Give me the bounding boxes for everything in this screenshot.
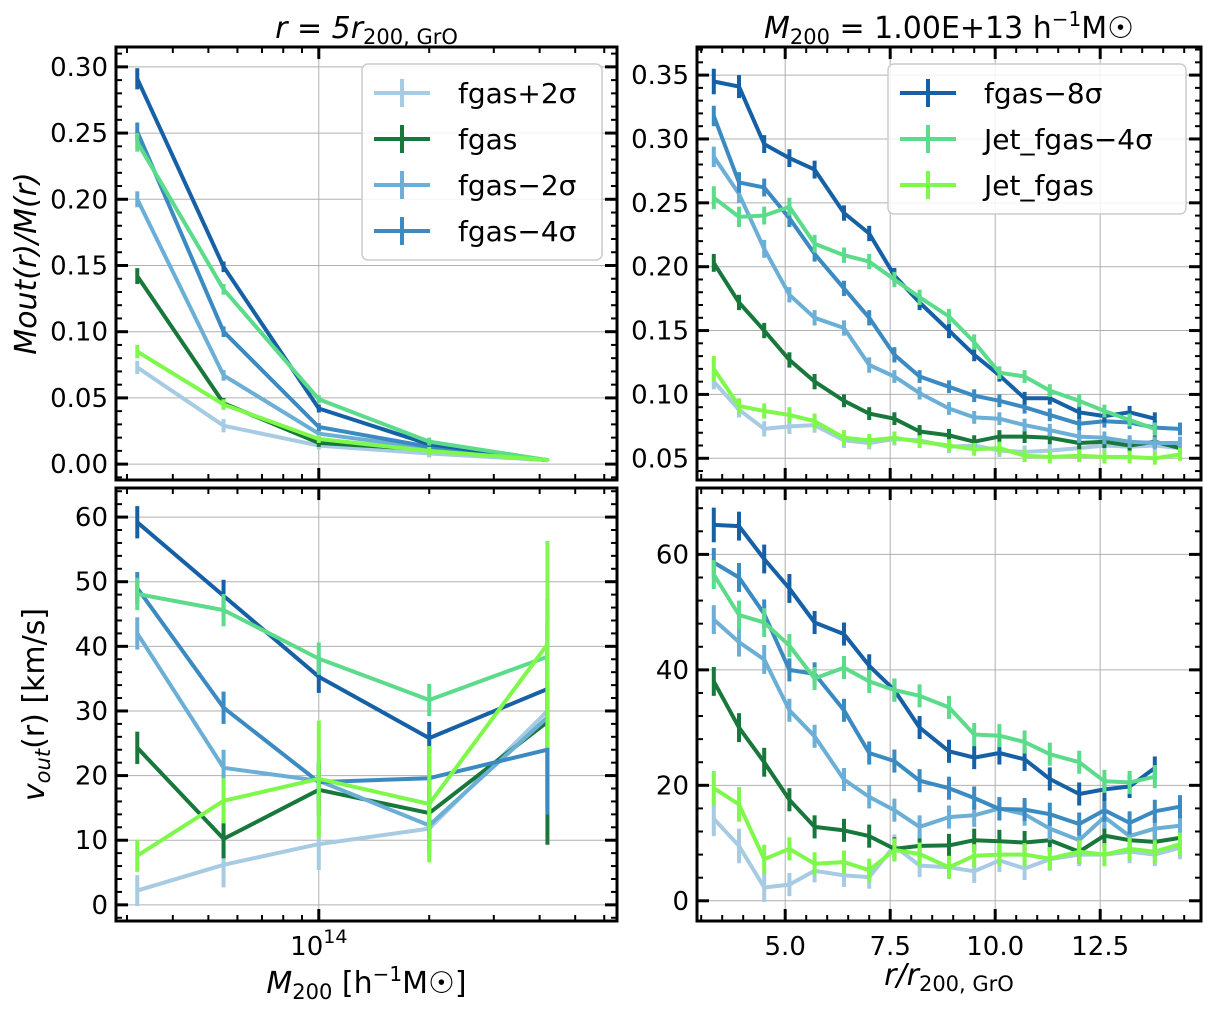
x-axis-label: r/r200, GrO bbox=[884, 958, 1014, 996]
y-tick-label: 30 bbox=[75, 697, 108, 727]
panel-title: r = 5r200, GrO bbox=[275, 11, 458, 49]
y-tick-label: 0 bbox=[91, 891, 108, 921]
series-line-fgas−8σ bbox=[713, 79, 1156, 421]
y-tick-label: 0.30 bbox=[50, 53, 108, 83]
legend-label: Jet_fgas bbox=[982, 169, 1094, 202]
series-line-Jet_fgas bbox=[712, 786, 1181, 873]
y-tick-label: 50 bbox=[75, 568, 108, 598]
y-axis-label: vout(r) [km/s] bbox=[17, 608, 55, 801]
x-tick-label: 1014 bbox=[290, 926, 347, 962]
y-tick-label: 0.20 bbox=[50, 185, 108, 215]
x-tick-label: 7.5 bbox=[870, 932, 911, 962]
series-line-fgas−4σ bbox=[712, 560, 1181, 826]
legend: fgas−8σ Jet_fgas−4σ Jet_fgas bbox=[887, 63, 1187, 215]
y-tick-label: 0 bbox=[672, 887, 689, 917]
x-axis-label: M200 [h−1M☉] bbox=[266, 962, 466, 1004]
y-tick-label: 0.00 bbox=[50, 450, 108, 480]
legend-label: fgas+2σ bbox=[458, 77, 576, 110]
x-tick-label: 5.0 bbox=[765, 932, 806, 962]
y-tick-label: 20 bbox=[656, 771, 689, 801]
y-tick-label: 0.05 bbox=[631, 444, 689, 474]
series-line-fgas+2σ bbox=[136, 709, 549, 893]
y-tick-label: 40 bbox=[75, 632, 108, 662]
y-tick-label: 0.30 bbox=[631, 125, 689, 155]
y-tick-label: 0.15 bbox=[50, 251, 108, 281]
y-tick-label: 40 bbox=[656, 656, 689, 686]
y-tick-label: 10 bbox=[75, 826, 108, 856]
legend-box bbox=[887, 63, 1187, 215]
legend-label: fgas−4σ bbox=[458, 215, 576, 248]
legend-label: fgas bbox=[458, 123, 517, 156]
panel-bottom-right: 0 20 40 60 5.0 7.5 10.0 12.5 r/r200, GrO bbox=[656, 486, 1203, 996]
y-tick-label: 0.35 bbox=[631, 61, 689, 91]
axes-frame bbox=[114, 486, 619, 923]
legend-box bbox=[361, 63, 603, 261]
axes-frame bbox=[114, 45, 619, 482]
series-line-fgas−8σ bbox=[713, 522, 1156, 796]
y-tick-label: 0.10 bbox=[631, 380, 689, 410]
y-tick-label: 0.25 bbox=[50, 119, 108, 149]
axes-frame bbox=[695, 45, 1203, 482]
y-tick-label: 0.15 bbox=[631, 317, 689, 347]
y-tick-label: 60 bbox=[656, 540, 689, 570]
y-tick-label: 20 bbox=[75, 762, 108, 792]
y-tick-label: 0.25 bbox=[631, 189, 689, 219]
panel-title: M200 = 1.00E+13 h−1M☉ bbox=[764, 7, 1134, 49]
panel-bottom-left: 0 10 20 30 40 50 60 1014 vout(r) [km/s] M200 [h−1… bbox=[17, 486, 619, 1004]
legend-label: Jet_fgas−4σ bbox=[982, 123, 1153, 156]
series-line-Jet_fgas−4σ bbox=[136, 592, 549, 702]
panel-top-left: 0.000.050.100.150.200.250.30fgas+2σfgasf… bbox=[9, 11, 619, 482]
y-axis-label: Mout(r)/M(r) bbox=[9, 172, 44, 355]
y-tick-label: 0.20 bbox=[631, 253, 689, 283]
y-tick-label: 60 bbox=[75, 503, 108, 533]
axes-frame bbox=[695, 486, 1203, 923]
legend-label: fgas−2σ bbox=[458, 169, 576, 202]
series-line-Jet_fgas−4σ bbox=[712, 196, 1156, 431]
legend-label: fgas−8σ bbox=[984, 77, 1102, 110]
series-line-fgas−8σ bbox=[136, 520, 549, 741]
y-tick-label: 0.05 bbox=[50, 384, 108, 414]
series-line-fgas−4σ bbox=[135, 587, 548, 785]
y-tick-label: 0.10 bbox=[50, 318, 108, 348]
x-tick-label: 10.0 bbox=[966, 932, 1024, 962]
x-tick-label: 12.5 bbox=[1071, 932, 1129, 962]
panel-top-right: 0.05 0.10 0.15 0.20 0.25 0.30 0.35 fgas−8σ Jet_f… bbox=[631, 7, 1203, 482]
legend: fgas+2σ fgas fgas−2σ fgas−4σ bbox=[361, 63, 603, 261]
series-line-Jet_fgas−4σ bbox=[712, 573, 1156, 785]
